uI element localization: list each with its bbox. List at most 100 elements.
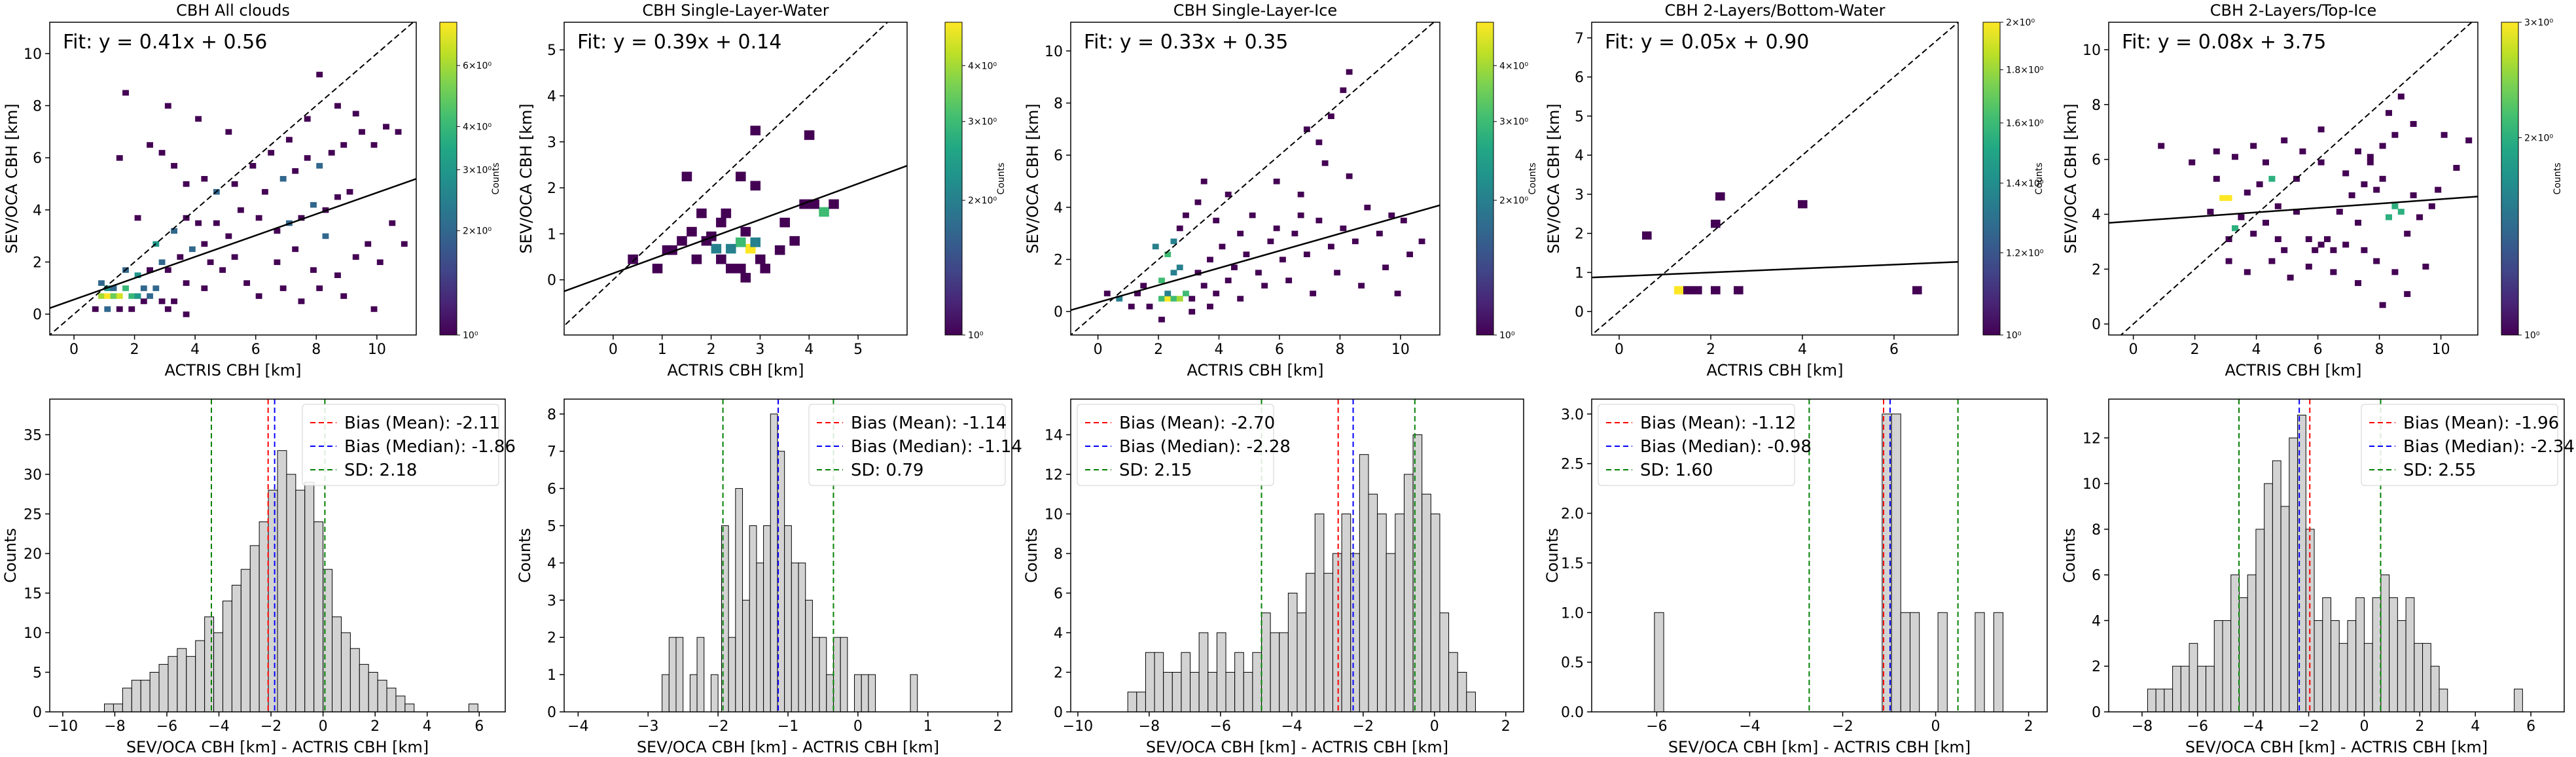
heatmap-cell	[365, 241, 371, 247]
heatmap-cell	[2422, 264, 2429, 270]
heatmap-cell	[1164, 252, 1171, 258]
histogram-bar	[2372, 598, 2381, 712]
histogram-bar	[662, 675, 670, 712]
one-to-one-line	[1041, 0, 1470, 361]
histogram-bar	[2156, 689, 2164, 712]
heatmap-cell	[201, 241, 207, 247]
histogram-bar	[1253, 652, 1262, 712]
heatmap-cell	[1177, 226, 1183, 232]
histogram-bar	[314, 522, 323, 712]
histogram-bar	[268, 490, 277, 712]
histogram-bar	[1994, 612, 2003, 712]
heatmap-xtick-label: 10	[1391, 342, 1410, 358]
heatmap-cell	[736, 238, 746, 247]
heatmap-cell	[2342, 170, 2349, 176]
colorbar	[1983, 22, 2000, 335]
histogram-ytick-label: 1.5	[1561, 555, 1584, 572]
histogram-bar	[469, 704, 478, 712]
histogram-bar	[743, 600, 750, 712]
heatmap-xtick-label: 6	[1275, 342, 1284, 358]
histogram-bar	[1288, 593, 1297, 712]
histogram-bar	[1386, 554, 1395, 712]
histogram-ytick-label: 3	[547, 593, 556, 609]
heatmap-cell	[1322, 160, 1329, 166]
heatmap-cell	[128, 306, 135, 312]
histogram-bar	[2214, 620, 2223, 712]
y-axis-label: SEV/OCA CBH [km]	[1024, 103, 1042, 254]
histogram-bar	[2314, 620, 2323, 712]
heatmap-cell	[383, 124, 389, 130]
histogram-bar	[1333, 554, 1342, 712]
y-axis-label: SEV/OCA CBH [km]	[2062, 103, 2080, 254]
heatmap-cell	[1304, 252, 1310, 258]
y-axis-label: SEV/OCA CBH [km]	[517, 103, 535, 254]
heatmap-cell	[2281, 137, 2287, 143]
colorbar-tick-label: 1.8×10⁰	[2006, 65, 2044, 76]
histogram-xtick-label: −2	[707, 718, 728, 735]
histogram-bar	[819, 637, 827, 712]
colorbar-tick-label: 10⁰	[1499, 330, 1515, 341]
heatmap-cell	[2306, 264, 2312, 270]
x-axis-label: ACTRIS CBH [km]	[668, 361, 804, 379]
heatmap-ytick-label: 8	[2092, 97, 2101, 114]
histogram-bar	[2423, 643, 2431, 712]
heatmap-ytick-label: 6	[1054, 148, 1063, 164]
panel-title: CBH Single-Layer-Ice	[1173, 1, 1337, 20]
colorbar-label: Counts	[1528, 163, 1538, 195]
heatmap-cell	[1642, 232, 1652, 240]
heatmap-cell	[2465, 137, 2472, 143]
heatmap-cell	[232, 181, 238, 187]
heatmap-cell	[1315, 218, 1322, 224]
histogram-bar	[1181, 652, 1190, 712]
heatmap-cell	[1419, 239, 1425, 245]
histogram-bar	[232, 585, 241, 712]
heatmap-cell	[2416, 215, 2423, 220]
plot-area	[1041, 0, 1470, 361]
histogram-ytick-label: 5	[547, 518, 556, 535]
heatmap-cell	[141, 285, 147, 291]
histogram-ytick-label: 10	[1045, 506, 1063, 523]
heatmap-cell	[760, 264, 770, 273]
heatmap-cell	[1207, 304, 1213, 309]
heatmap-cell	[292, 168, 298, 174]
colorbar-tick-label: 10⁰	[2006, 330, 2022, 341]
histogram-bar	[1306, 573, 1315, 712]
heatmap-xtick-label: 2	[1154, 342, 1163, 358]
histogram-ytick-label: 6	[547, 482, 556, 498]
histogram-bar	[764, 525, 771, 712]
y-axis-label: SEV/OCA CBH [km]	[3, 103, 21, 254]
histogram-bar	[150, 672, 159, 712]
heatmap-panel: 0 2 4 6 8 100246810CBH 2-Layers/Top-IceFit: y…	[2062, 0, 2563, 379]
heatmap-cell	[249, 163, 256, 169]
heatmap-cell	[1274, 179, 1280, 185]
heatmap-cell	[2373, 258, 2380, 264]
histogram-panel: −10 −8 −6 −4 −2 0 202468101214Bias (Mean): -2.…	[1022, 399, 1524, 756]
heatmap-cell	[371, 306, 378, 312]
histogram-ytick-label: 12	[2083, 431, 2101, 447]
heatmap-cell	[2318, 126, 2325, 132]
colorbar-tick-label: 3×10⁰	[968, 117, 997, 128]
colorbar-tick-label: 2×10⁰	[463, 226, 492, 237]
heatmap-cell	[740, 227, 751, 237]
heatmap-cell	[1213, 290, 1219, 296]
heatmap-cell	[726, 244, 736, 254]
fit-line	[1071, 205, 1440, 310]
histogram-bar	[1467, 692, 1476, 712]
colorbar-tick-label: 2×10⁰	[2006, 18, 2035, 28]
histogram-bar	[2239, 598, 2247, 712]
heatmap-cell	[2380, 176, 2386, 182]
histogram-bar	[1404, 474, 1413, 712]
histogram-ytick-label: 14	[1045, 427, 1063, 444]
y-axis-label: SEV/OCA CBH [km]	[1545, 103, 1563, 254]
histogram-bar	[250, 546, 259, 712]
histogram-xtick-label: 1	[923, 718, 933, 735]
histogram-bar	[1243, 672, 1253, 712]
histogram-bar	[2339, 643, 2348, 712]
colorbar-tick-label: 4×10⁰	[968, 61, 997, 71]
heatmap-ytick-label: 4	[33, 203, 42, 219]
legend-label: Bias (Median): -1.14	[851, 437, 1022, 457]
histogram-bar	[1395, 514, 1404, 712]
heatmap-cell	[92, 306, 99, 312]
histogram-bar	[1431, 514, 1440, 712]
heatmap-cell	[280, 176, 287, 182]
